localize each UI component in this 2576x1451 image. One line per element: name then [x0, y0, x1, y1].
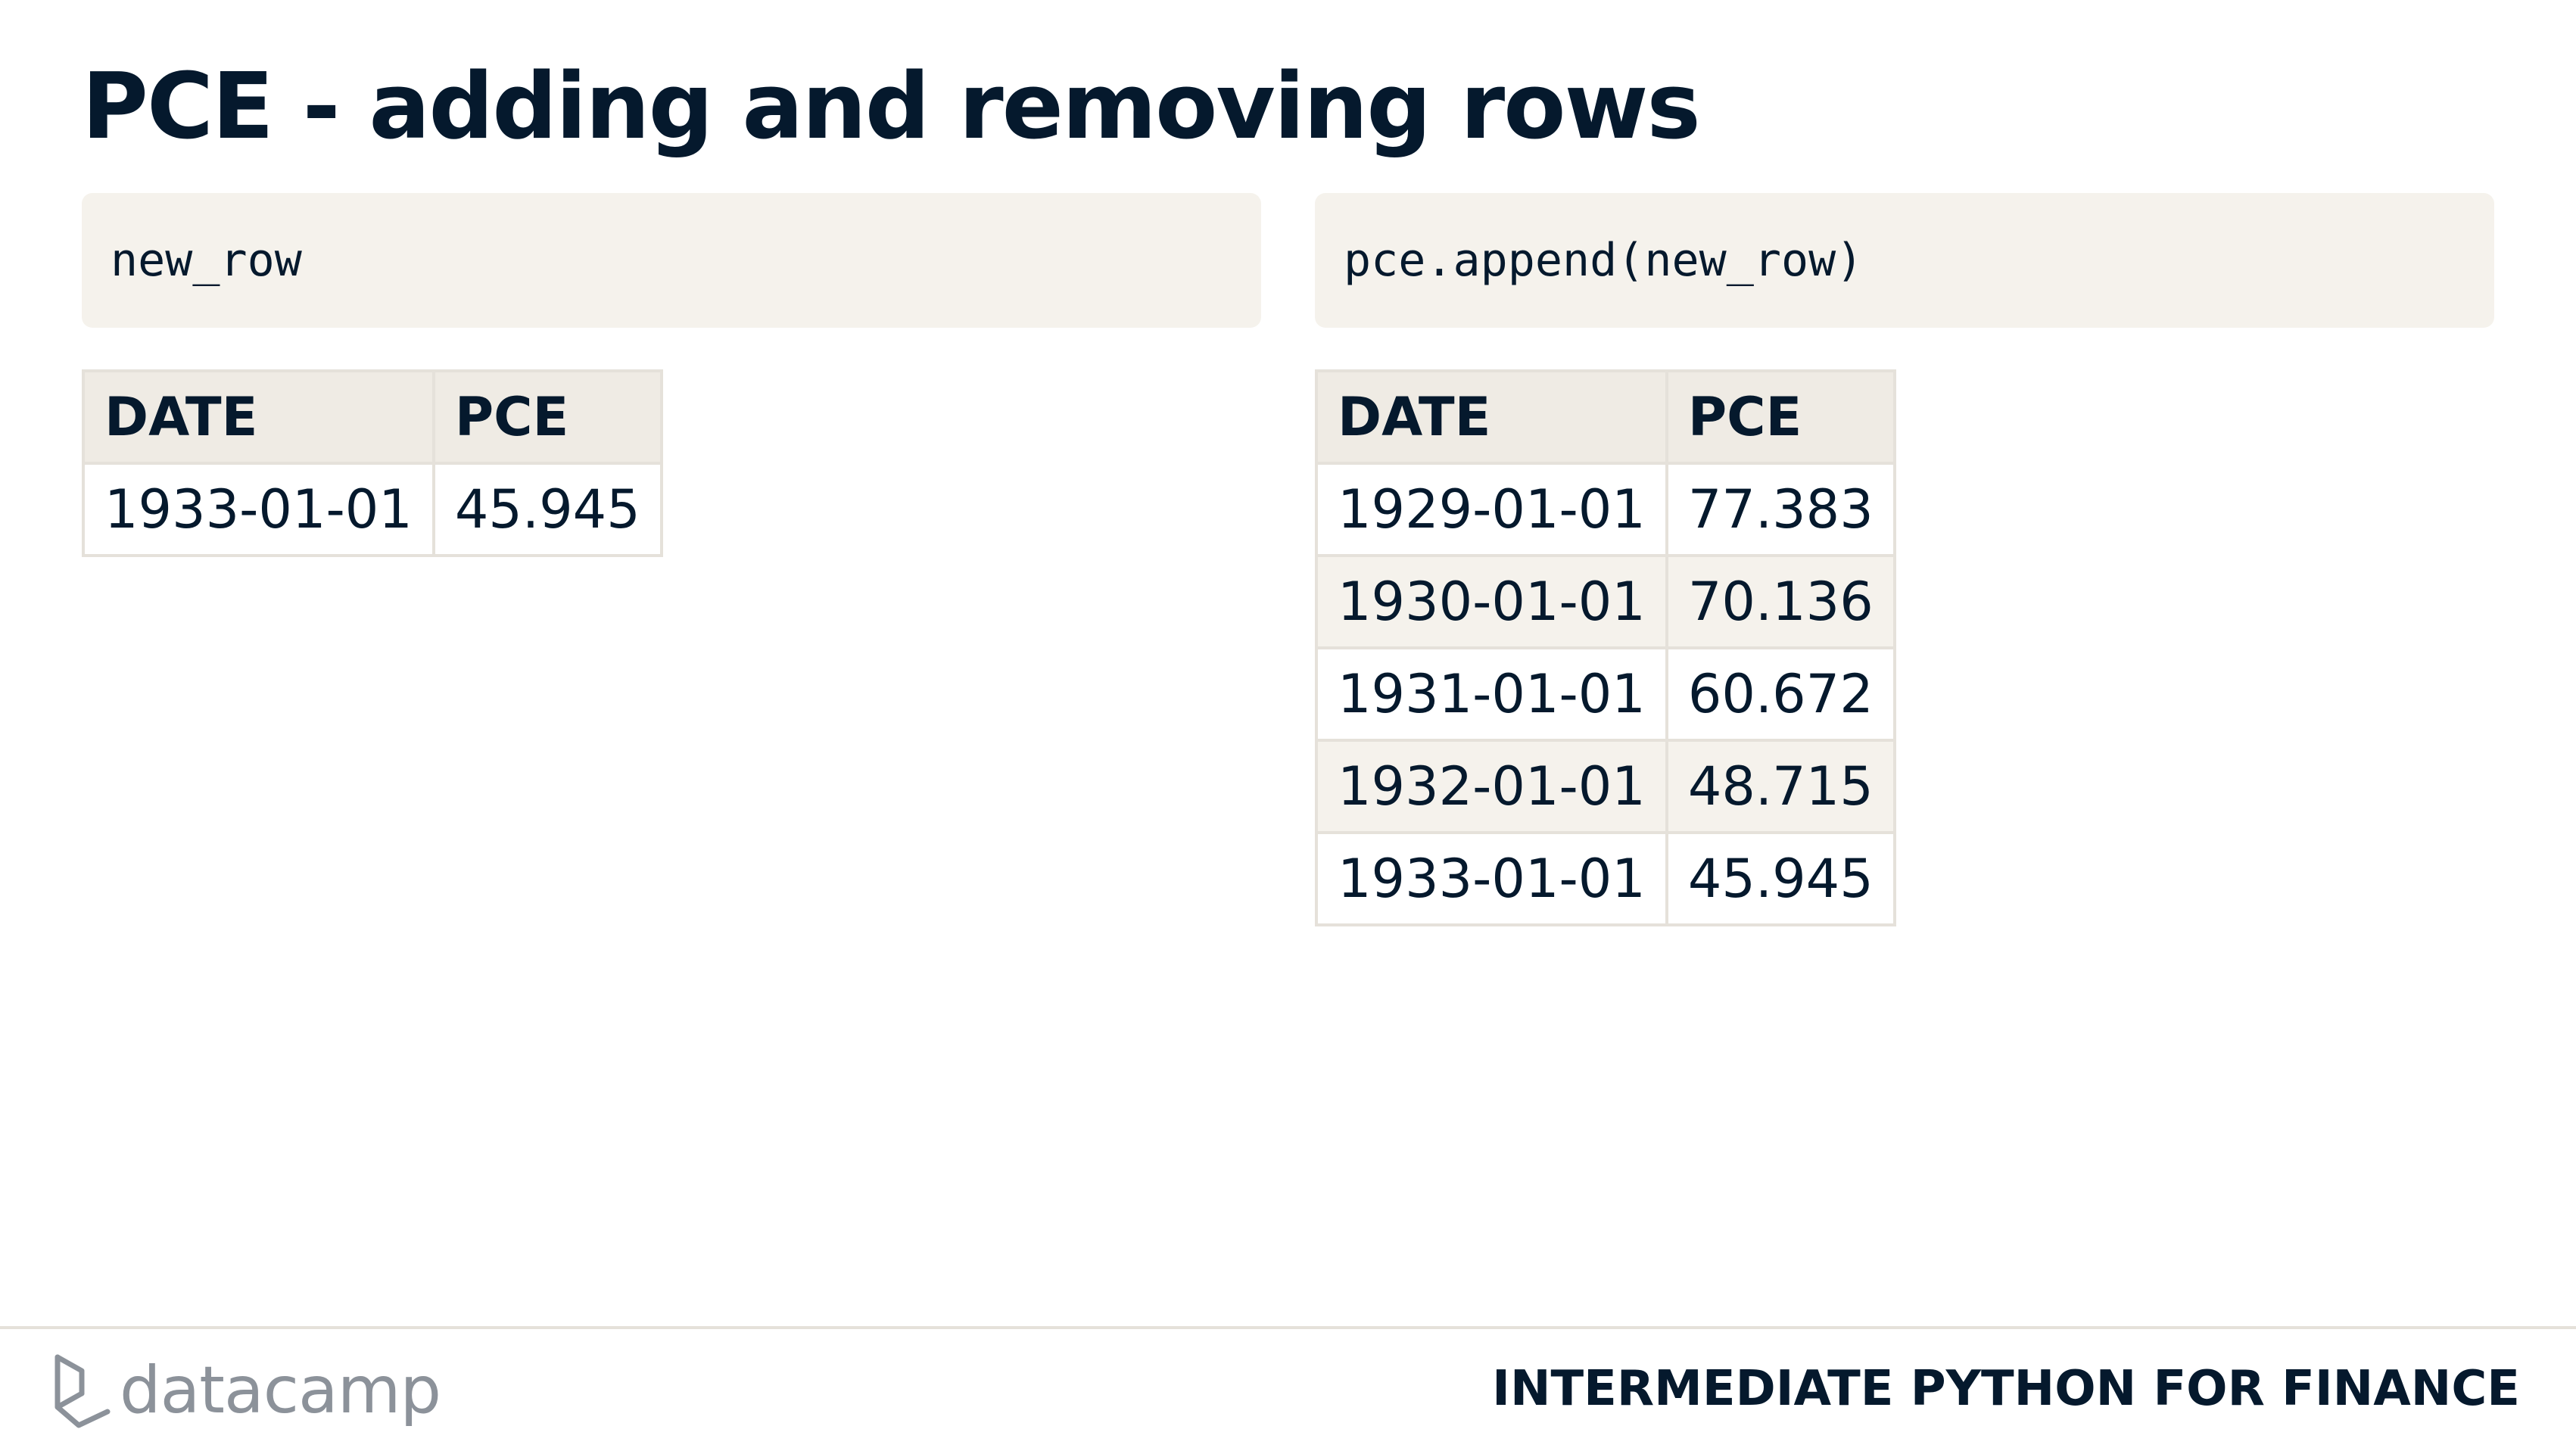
cell-date: 1930-01-01 — [1315, 554, 1668, 649]
cell-pce: 60.672 — [1665, 646, 1896, 742]
code-text: pce.append(new_row) — [1344, 234, 1864, 287]
appended-pce-table: DATE PCE 1929-01-01 77.383 1930-01-01 70… — [1315, 369, 1896, 926]
footer-divider — [0, 1326, 2576, 1329]
code-block-append: pce.append(new_row) — [1315, 193, 2494, 328]
table-header-row: DATE PCE — [82, 369, 663, 465]
column-header-pce: PCE — [1665, 369, 1896, 465]
column-header-date: DATE — [1315, 369, 1668, 465]
table-row: 1933-01-01 45.945 — [1315, 831, 1896, 926]
table-row: 1932-01-01 48.715 — [1315, 739, 1896, 834]
cell-pce: 70.136 — [1665, 554, 1896, 649]
cell-date: 1929-01-01 — [1315, 462, 1668, 557]
column-header-date: DATE — [82, 369, 435, 465]
code-block-new-row: new_row — [82, 193, 1261, 328]
slide-title: PCE - adding and removing rows — [82, 54, 1701, 160]
cell-pce: 48.715 — [1665, 739, 1896, 834]
table-row: 1929-01-01 77.383 — [1315, 462, 1896, 557]
cell-date: 1932-01-01 — [1315, 739, 1668, 834]
cell-date: 1933-01-01 — [82, 462, 435, 557]
table-row: 1930-01-01 70.136 — [1315, 554, 1896, 649]
cell-date: 1933-01-01 — [1315, 831, 1668, 926]
cell-pce: 77.383 — [1665, 462, 1896, 557]
table-header-row: DATE PCE — [1315, 369, 1896, 465]
code-text: new_row — [111, 234, 302, 287]
column-header-pce: PCE — [431, 369, 663, 465]
datacamp-logo: datacamp — [51, 1349, 441, 1432]
new-row-table: DATE PCE 1933-01-01 45.945 — [82, 369, 663, 557]
course-name: INTERMEDIATE PYTHON FOR FINANCE — [1492, 1361, 2520, 1417]
logo-wordmark: datacamp — [120, 1353, 441, 1428]
cell-pce: 45.945 — [1665, 831, 1896, 926]
table-row: 1931-01-01 60.672 — [1315, 646, 1896, 742]
datacamp-logo-icon — [55, 1354, 111, 1428]
cell-date: 1931-01-01 — [1315, 646, 1668, 742]
table-row: 1933-01-01 45.945 — [82, 462, 663, 557]
cell-pce: 45.945 — [431, 462, 663, 557]
